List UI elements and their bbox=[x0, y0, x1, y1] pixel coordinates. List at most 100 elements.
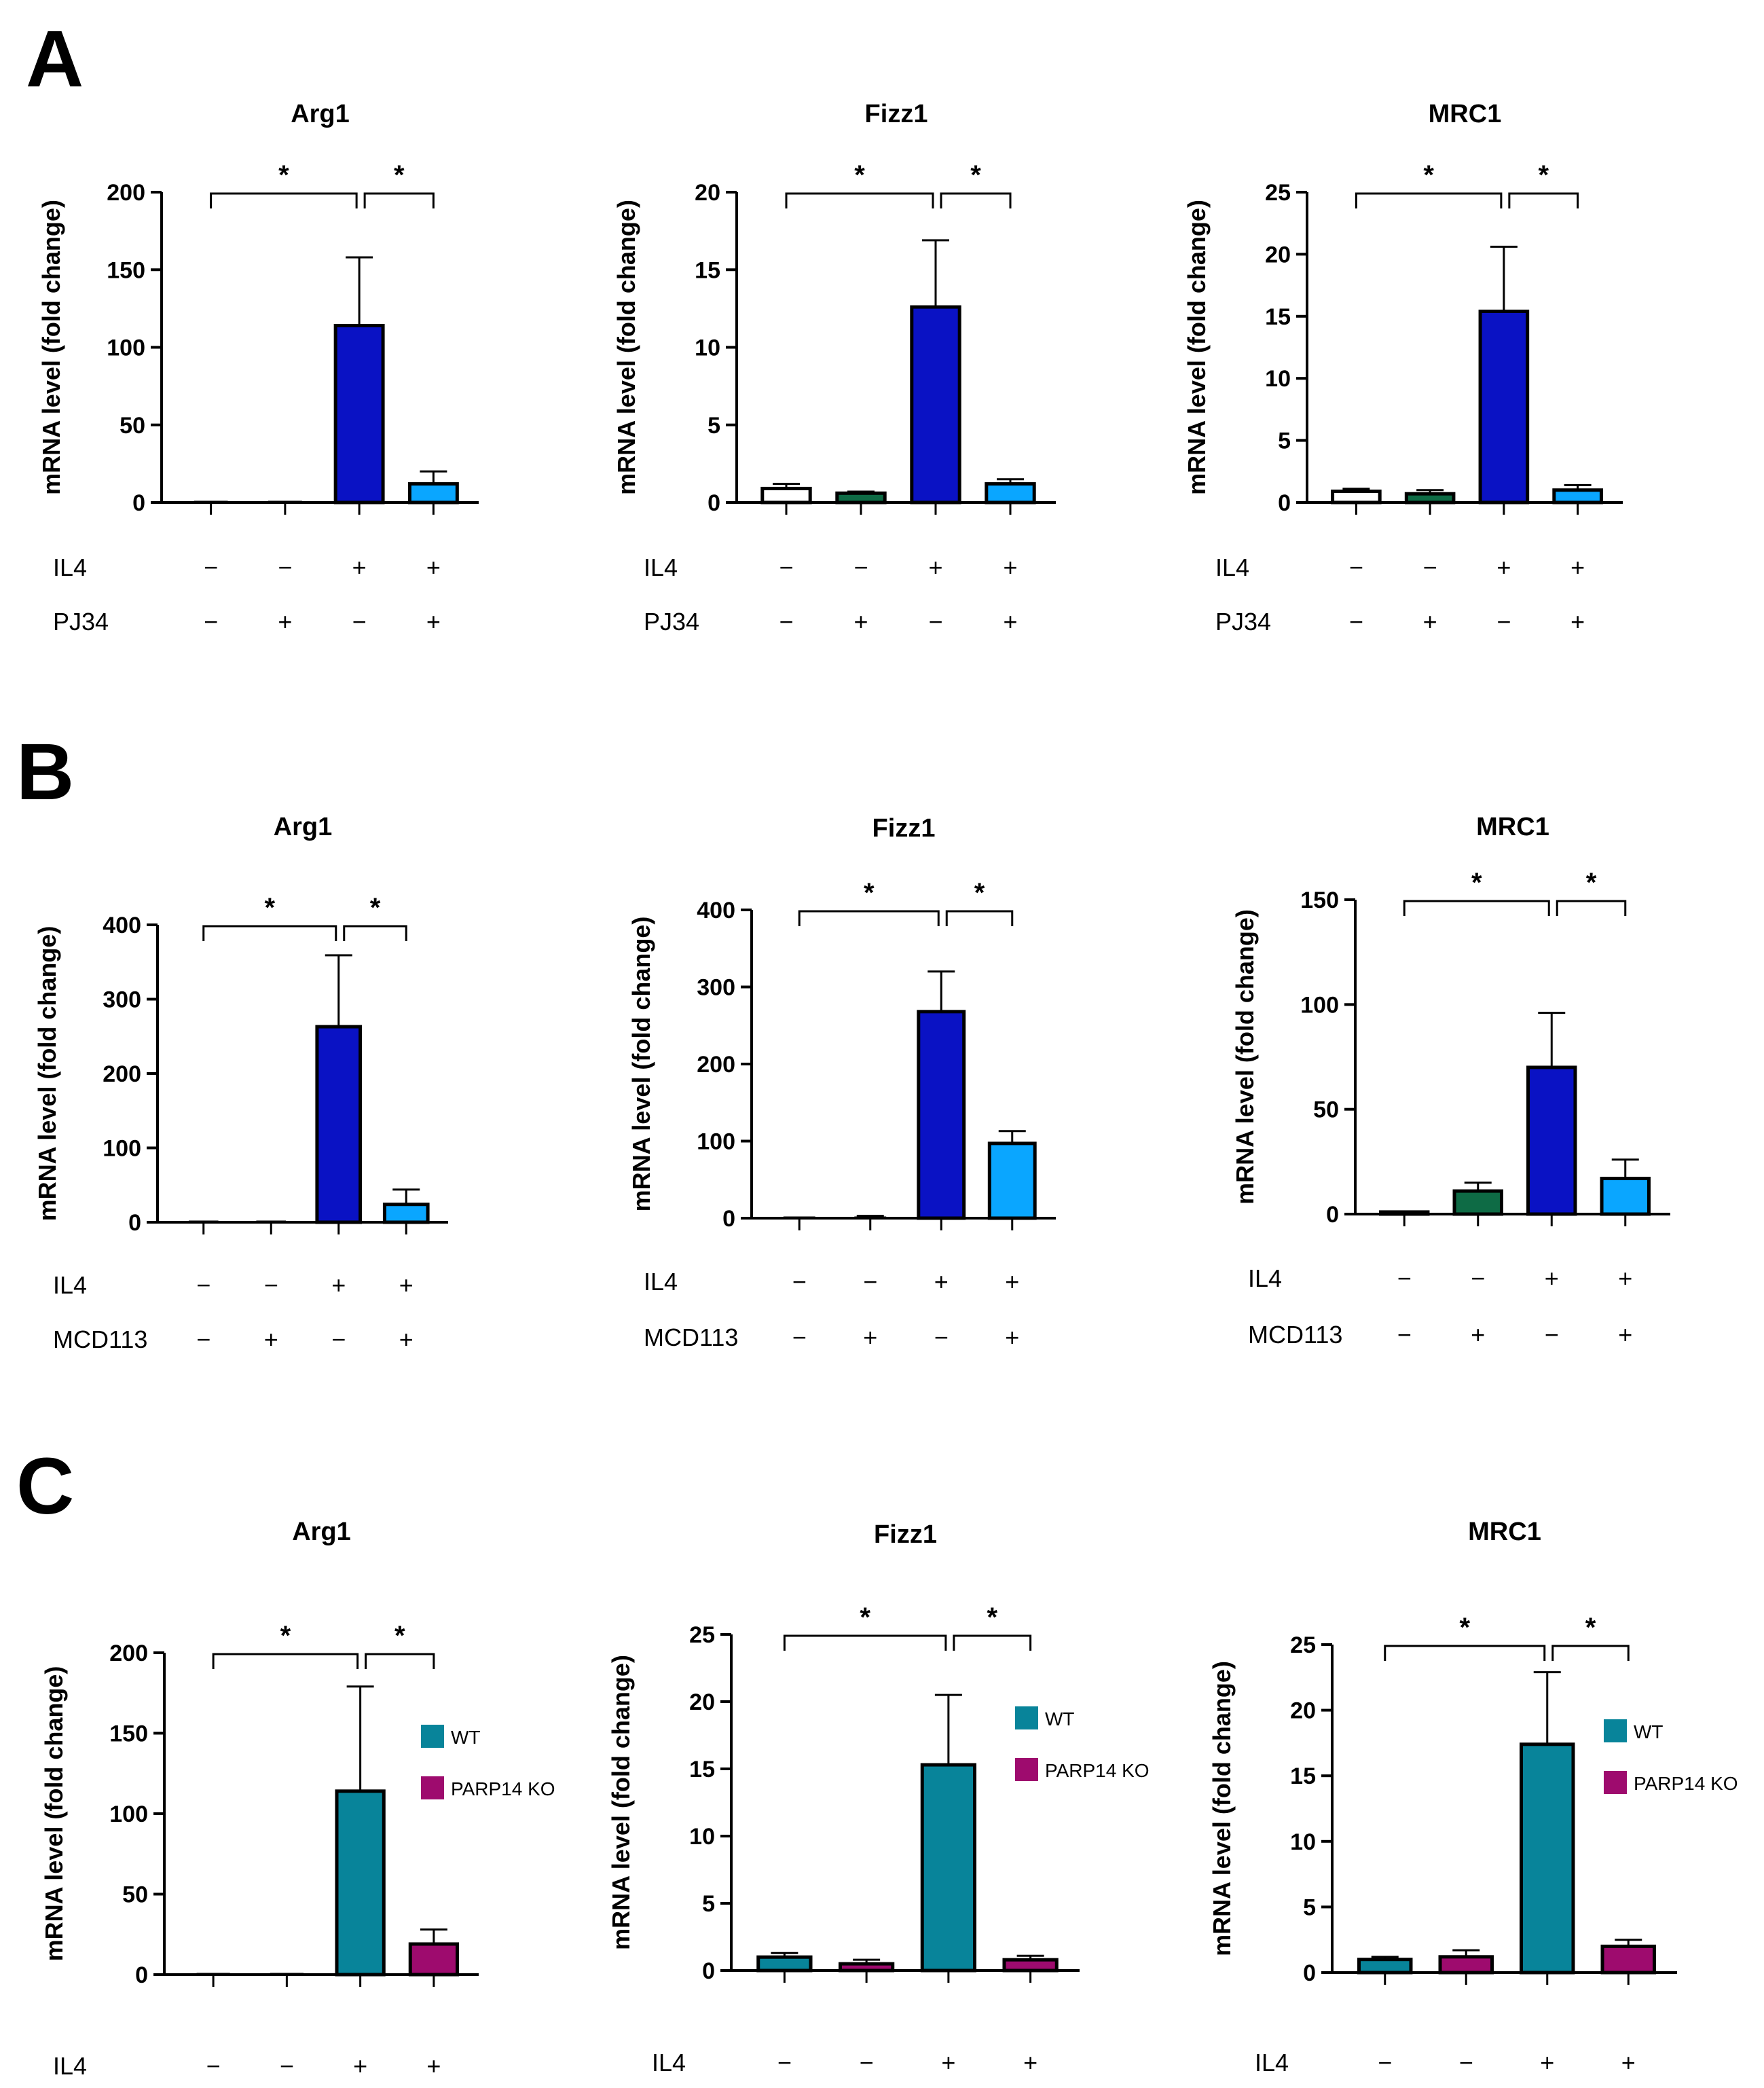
significance-star: * bbox=[974, 878, 985, 908]
condition-sign: + bbox=[1423, 608, 1437, 636]
condition-sign: − bbox=[204, 553, 218, 581]
y-tick-label: 400 bbox=[103, 913, 141, 938]
y-tick-label: 25 bbox=[689, 1622, 715, 1648]
y-tick-label: 0 bbox=[1303, 1960, 1316, 1986]
condition-sign: − bbox=[1459, 2049, 1473, 2076]
significance-star: * bbox=[394, 160, 405, 190]
condition-sign: + bbox=[426, 2052, 441, 2080]
chart-c-arg1: Arg1 mRNA level (fold change) 0 50 100 150 200… bbox=[40, 1518, 555, 2080]
y-tick-label: 50 bbox=[1313, 1097, 1339, 1123]
bar bbox=[838, 1962, 895, 1973]
significance-bracket bbox=[1403, 900, 1550, 916]
condition-sign: + bbox=[941, 2049, 955, 2076]
condition-sign: − bbox=[779, 553, 793, 581]
legend-swatch bbox=[1604, 1771, 1627, 1794]
y-tick-label: 200 bbox=[109, 1641, 148, 1666]
bar bbox=[1379, 1210, 1430, 1216]
significance-bracket bbox=[953, 1634, 1032, 1651]
significance-bracket bbox=[1551, 1645, 1630, 1661]
y-tick-label: 100 bbox=[103, 1136, 141, 1162]
significance-bracket bbox=[363, 192, 435, 208]
y-axis-label: mRNA level (fold change) bbox=[33, 926, 61, 1222]
condition-sign: + bbox=[1570, 608, 1585, 636]
condition-sign: − bbox=[863, 1268, 877, 1296]
chart-title: Arg1 bbox=[291, 100, 350, 128]
bar bbox=[408, 1942, 460, 1977]
condition-sign: + bbox=[399, 1271, 414, 1299]
condition-sign: − bbox=[1349, 608, 1363, 636]
y-tick-label: 200 bbox=[107, 180, 145, 206]
significance-star: * bbox=[264, 893, 275, 923]
significance-star: * bbox=[1459, 1613, 1470, 1643]
panel-letter-c: C bbox=[16, 1442, 75, 1531]
bar bbox=[1600, 1944, 1656, 1975]
condition-sign: + bbox=[352, 553, 367, 581]
y-tick-label: 20 bbox=[689, 1689, 715, 1715]
condition-sign: − bbox=[331, 1325, 346, 1353]
bar bbox=[1526, 1065, 1577, 1216]
y-tick-label: 5 bbox=[702, 1891, 715, 1917]
condition-sign: + bbox=[1496, 553, 1511, 581]
bar bbox=[1331, 490, 1382, 505]
y-tick-label: 0 bbox=[1278, 490, 1291, 516]
y-tick-label: 10 bbox=[1265, 366, 1291, 392]
y-tick-label: 15 bbox=[695, 257, 720, 283]
legend-swatch bbox=[1604, 1719, 1627, 1742]
chart-title: Fizz1 bbox=[874, 1520, 937, 1549]
significance-bracket bbox=[785, 192, 934, 208]
condition-sign: − bbox=[196, 1325, 210, 1353]
bar bbox=[1520, 1742, 1575, 1975]
significance-bracket bbox=[202, 925, 337, 941]
bar bbox=[920, 1763, 977, 1973]
significance-bracket bbox=[1508, 192, 1579, 208]
y-tick-label: 300 bbox=[697, 975, 735, 1001]
condition-sign: − bbox=[196, 1271, 210, 1299]
significance-bracket bbox=[210, 192, 358, 208]
significance-star: * bbox=[1423, 160, 1434, 190]
y-tick-label: 0 bbox=[722, 1206, 735, 1232]
significance-star: * bbox=[394, 1621, 405, 1651]
y-axis-label: mRNA level (fold change) bbox=[40, 1666, 68, 1962]
y-tick-label: 5 bbox=[1278, 428, 1291, 454]
chart-title: Arg1 bbox=[274, 813, 333, 841]
bar bbox=[333, 324, 385, 505]
condition-sign: − bbox=[1423, 553, 1437, 581]
significance-star: * bbox=[1585, 1613, 1596, 1643]
bar bbox=[1478, 309, 1530, 505]
y-tick-label: 100 bbox=[697, 1129, 735, 1155]
condition-sign: − bbox=[352, 608, 367, 636]
legend-label: WT bbox=[451, 1727, 481, 1748]
significance-bracket bbox=[1355, 192, 1503, 208]
condition-sign: − bbox=[206, 2052, 221, 2080]
condition-sign: + bbox=[264, 1325, 278, 1353]
condition-label: IL4 bbox=[644, 553, 678, 581]
condition-sign: − bbox=[1397, 1321, 1412, 1349]
significance-star: * bbox=[1586, 868, 1597, 898]
condition-label: IL4 bbox=[53, 1271, 87, 1299]
condition-sign: − bbox=[264, 1271, 278, 1299]
condition-label: PJ34 bbox=[53, 608, 109, 636]
y-tick-label: 150 bbox=[107, 257, 145, 283]
y-tick-label: 20 bbox=[695, 180, 720, 206]
legend-label: PARP14 KO bbox=[1045, 1760, 1150, 1781]
legend-swatch bbox=[1015, 1758, 1038, 1781]
significance-star: * bbox=[1538, 160, 1549, 190]
y-tick-label: 15 bbox=[1290, 1763, 1316, 1789]
y-tick-label: 10 bbox=[695, 335, 720, 361]
bar bbox=[335, 1789, 386, 1977]
chart-title: MRC1 bbox=[1468, 1518, 1541, 1546]
condition-sign: − bbox=[204, 608, 218, 636]
chart-c-mrc1: MRC1 mRNA level (fold change) 0 5 10 15 20 25 * *… bbox=[1208, 1518, 1738, 2076]
y-tick-label: 5 bbox=[708, 413, 720, 439]
condition-sign: − bbox=[792, 1323, 807, 1351]
y-axis-label: mRNA level (fold change) bbox=[1231, 909, 1259, 1205]
y-tick-label: 25 bbox=[1290, 1632, 1316, 1658]
condition-sign: + bbox=[1545, 1264, 1559, 1292]
condition-label: MCD113 bbox=[644, 1323, 738, 1351]
condition-sign: − bbox=[1378, 2049, 1392, 2076]
y-tick-label: 0 bbox=[702, 1958, 715, 1984]
y-tick-label: 400 bbox=[697, 898, 735, 923]
y-axis-label: mRNA level (fold change) bbox=[37, 200, 65, 495]
chart-title: MRC1 bbox=[1429, 100, 1502, 128]
chart-a-fizz1: Fizz1 mRNA level (fold change) 0 5 10 15 20 * * I… bbox=[612, 100, 1056, 636]
